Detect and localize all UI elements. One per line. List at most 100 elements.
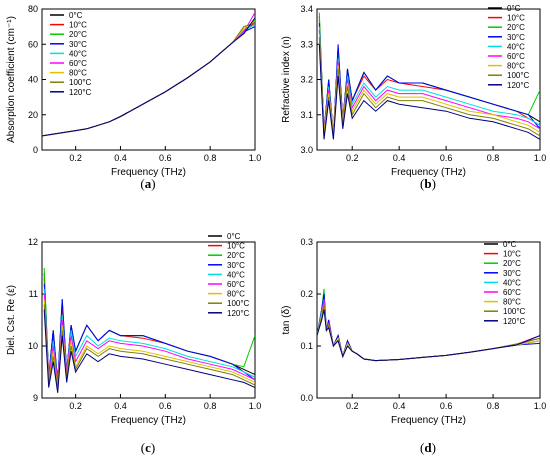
legend-entry: 20°C — [503, 259, 521, 268]
legend-entry: 40°C — [69, 49, 87, 58]
legend-entry: 0°C — [227, 232, 241, 241]
legend-entry: 10°C — [507, 14, 525, 23]
y-tick-label: 3.1 — [300, 110, 313, 120]
x-tick-label: 0.2 — [69, 153, 82, 163]
legend-entry: 40°C — [507, 42, 525, 51]
y-tick-label: 10 — [28, 341, 38, 351]
legend-entry: 100°C — [507, 71, 530, 80]
y-tick-label: 60 — [28, 39, 38, 49]
y-tick-label: 3.3 — [300, 39, 313, 49]
chart-panel-d: 0.2 0.4 0.6 0.8 1.0 0.0 0.1 0.2 0.3 Frequency (TH… — [281, 237, 546, 455]
y-tick-label: 12 — [28, 237, 38, 247]
legend-entry: 20°C — [507, 23, 525, 32]
y-tick-label: 0.2 — [300, 289, 313, 299]
x-tick-label: 0.8 — [204, 153, 217, 163]
series-line-120c — [42, 17, 255, 137]
legend-entry: 120°C — [503, 317, 526, 326]
legend-entry: 100°C — [69, 78, 92, 87]
y-tick-label: 3.4 — [300, 4, 313, 14]
x-tick-label: 1.0 — [534, 401, 547, 411]
panel-caption: (a) — [140, 176, 155, 191]
plot-frame — [316, 241, 541, 399]
x-tick-label: 0.4 — [114, 401, 127, 411]
legend-entry: 120°C — [507, 81, 530, 90]
y-tick-label: 0.0 — [300, 393, 313, 403]
legend-entry: 80°C — [227, 290, 245, 299]
chart-panel-a: 0.2 0.4 0.6 0.8 1.0 0 20 40 60 80 Frequency (THz) A… — [6, 4, 261, 191]
series-line-80c — [43, 299, 255, 388]
series-line-100c — [43, 304, 255, 388]
legend-entry: 20°C — [227, 251, 245, 260]
y-axis-label: tan (δ) — [281, 306, 292, 335]
legend-entry: 80°C — [507, 62, 525, 71]
y-axis-label: Absorption coefficient (cm⁻¹) — [6, 16, 17, 143]
y-tick-label: 0 — [33, 145, 38, 155]
legend-entry: 10°C — [69, 21, 87, 30]
x-tick-label: 0.8 — [204, 401, 217, 411]
x-tick-label: 0.8 — [487, 153, 500, 163]
legend-entry: 0°C — [507, 4, 521, 13]
panel-caption: (b) — [420, 176, 436, 191]
y-tick-label: 0.3 — [300, 237, 313, 247]
series-line-120c — [317, 309, 540, 362]
legend-entry: 40°C — [503, 278, 521, 287]
x-axis-label: Frequency (THz) — [111, 415, 186, 426]
y-tick-label: 80 — [28, 4, 38, 14]
chart-panel-c: 0.2 0.4 0.6 0.8 1.0 9 10 11 12 Frequency (THz) Die… — [6, 232, 261, 455]
y-tick-label: 20 — [28, 110, 38, 120]
x-tick-label: 0.6 — [159, 401, 172, 411]
x-tick-label: 0.6 — [159, 153, 172, 163]
legend-entry: 80°C — [503, 298, 521, 307]
x-tick-label: 0.4 — [114, 153, 127, 163]
y-tick-label: 9 — [33, 393, 38, 403]
legend-entry: 10°C — [227, 242, 245, 251]
x-tick-label: 0.8 — [487, 401, 500, 411]
legend-entry: 30°C — [69, 40, 87, 49]
x-tick-label: 0.4 — [393, 153, 406, 163]
legend-entry: 20°C — [69, 30, 87, 39]
chart-panel-b: 0.2 0.4 0.6 0.8 1.0 3.0 3.1 3.2 3.3 3.4 Frequency … — [281, 4, 546, 191]
x-axis-label: Frequency (THz) — [391, 167, 466, 178]
x-tick-label: 1.0 — [249, 153, 262, 163]
x-axis-label: Frequency (THz) — [111, 167, 186, 178]
legend-entry: 40°C — [227, 270, 245, 279]
y-tick-label: 40 — [28, 75, 38, 85]
series-line-120c — [43, 309, 255, 393]
legend-entry: 100°C — [227, 299, 250, 308]
x-tick-label: 1.0 — [249, 401, 262, 411]
legend-entry: 60°C — [507, 52, 525, 61]
x-tick-label: 0.4 — [393, 401, 406, 411]
x-tick-label: 0.2 — [69, 401, 82, 411]
panel-caption: (d) — [420, 440, 436, 455]
x-tick-label: 0.2 — [346, 153, 359, 163]
x-tick-label: 0.6 — [440, 401, 453, 411]
legend-entry: 30°C — [227, 261, 245, 270]
legend-entry: 60°C — [227, 280, 245, 289]
series-line-120c — [318, 44, 540, 140]
legend-entry: 30°C — [507, 33, 525, 42]
legend-entry: 0°C — [503, 240, 517, 249]
x-tick-label: 0.6 — [440, 153, 453, 163]
legend-entry: 10°C — [503, 250, 521, 259]
legend-entry: 100°C — [503, 307, 526, 316]
legend-entry: 120°C — [69, 88, 92, 97]
legend-entry: 80°C — [69, 69, 87, 78]
y-tick-label: 0.1 — [300, 341, 313, 351]
y-tick-label: 11 — [29, 289, 38, 299]
legend-entry: 60°C — [69, 59, 87, 68]
x-tick-label: 0.2 — [346, 401, 359, 411]
panel-caption: (c) — [141, 440, 155, 455]
x-tick-label: 1.0 — [534, 153, 547, 163]
legend-entry: 60°C — [503, 288, 521, 297]
legend-entry: 120°C — [227, 309, 250, 318]
y-tick-label: 3.0 — [300, 145, 313, 155]
legend-entry: 0°C — [69, 11, 83, 20]
y-axis-label: Refractive index (n) — [281, 36, 292, 123]
plot-frame — [41, 241, 256, 399]
y-tick-label: 3.2 — [300, 75, 313, 85]
y-axis-label: Diel. Cst. Re (ε) — [6, 285, 17, 355]
